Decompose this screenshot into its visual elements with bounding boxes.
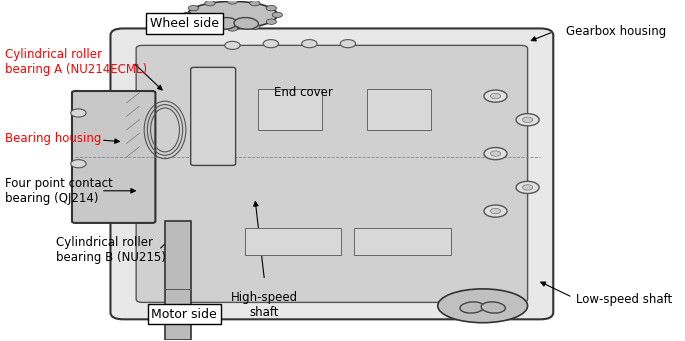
Text: Motor side: Motor side bbox=[151, 308, 217, 321]
Ellipse shape bbox=[213, 17, 237, 29]
Circle shape bbox=[340, 40, 356, 48]
Circle shape bbox=[301, 40, 317, 48]
Bar bbox=[367, 89, 432, 130]
Circle shape bbox=[250, 24, 260, 29]
Circle shape bbox=[188, 19, 199, 25]
Circle shape bbox=[484, 148, 507, 160]
Circle shape bbox=[516, 114, 539, 126]
Circle shape bbox=[484, 90, 507, 102]
FancyBboxPatch shape bbox=[110, 28, 553, 319]
Circle shape bbox=[250, 0, 260, 6]
Circle shape bbox=[490, 151, 501, 156]
Circle shape bbox=[523, 117, 533, 122]
Bar bbox=[354, 228, 451, 255]
Circle shape bbox=[266, 19, 277, 25]
Circle shape bbox=[523, 185, 533, 190]
Circle shape bbox=[484, 205, 507, 217]
Text: Cylindrical roller
bearing A (NU214ECML): Cylindrical roller bearing A (NU214ECML) bbox=[5, 48, 147, 76]
Ellipse shape bbox=[460, 302, 484, 313]
Ellipse shape bbox=[438, 289, 527, 323]
Circle shape bbox=[263, 40, 279, 48]
Circle shape bbox=[490, 208, 501, 214]
Text: Cylindrical roller
bearing B (NU215): Cylindrical roller bearing B (NU215) bbox=[56, 236, 166, 264]
Circle shape bbox=[182, 12, 192, 18]
Text: Bearing housing: Bearing housing bbox=[5, 132, 101, 145]
FancyBboxPatch shape bbox=[72, 91, 155, 223]
Circle shape bbox=[227, 26, 238, 31]
Bar bbox=[165, 221, 190, 340]
Circle shape bbox=[272, 12, 282, 18]
Bar bbox=[258, 89, 322, 130]
Text: High-speed
shaft: High-speed shaft bbox=[231, 291, 298, 318]
Circle shape bbox=[205, 24, 215, 29]
Ellipse shape bbox=[188, 1, 277, 28]
Ellipse shape bbox=[481, 302, 506, 313]
Circle shape bbox=[516, 181, 539, 193]
Circle shape bbox=[490, 93, 501, 99]
Text: Low-speed shaft: Low-speed shaft bbox=[575, 293, 672, 306]
FancyBboxPatch shape bbox=[190, 67, 236, 165]
Text: Wheel side: Wheel side bbox=[150, 17, 219, 30]
Text: Four point contact
bearing (QJ214): Four point contact bearing (QJ214) bbox=[5, 177, 112, 205]
Text: End cover: End cover bbox=[274, 86, 333, 99]
FancyBboxPatch shape bbox=[136, 45, 527, 302]
Circle shape bbox=[71, 109, 86, 117]
Text: Gearbox housing: Gearbox housing bbox=[566, 25, 667, 38]
Circle shape bbox=[227, 0, 238, 4]
Circle shape bbox=[225, 41, 240, 49]
Circle shape bbox=[71, 160, 86, 168]
Circle shape bbox=[188, 5, 199, 11]
Circle shape bbox=[266, 5, 277, 11]
Bar bbox=[245, 228, 342, 255]
Ellipse shape bbox=[234, 17, 258, 29]
Circle shape bbox=[205, 0, 215, 6]
